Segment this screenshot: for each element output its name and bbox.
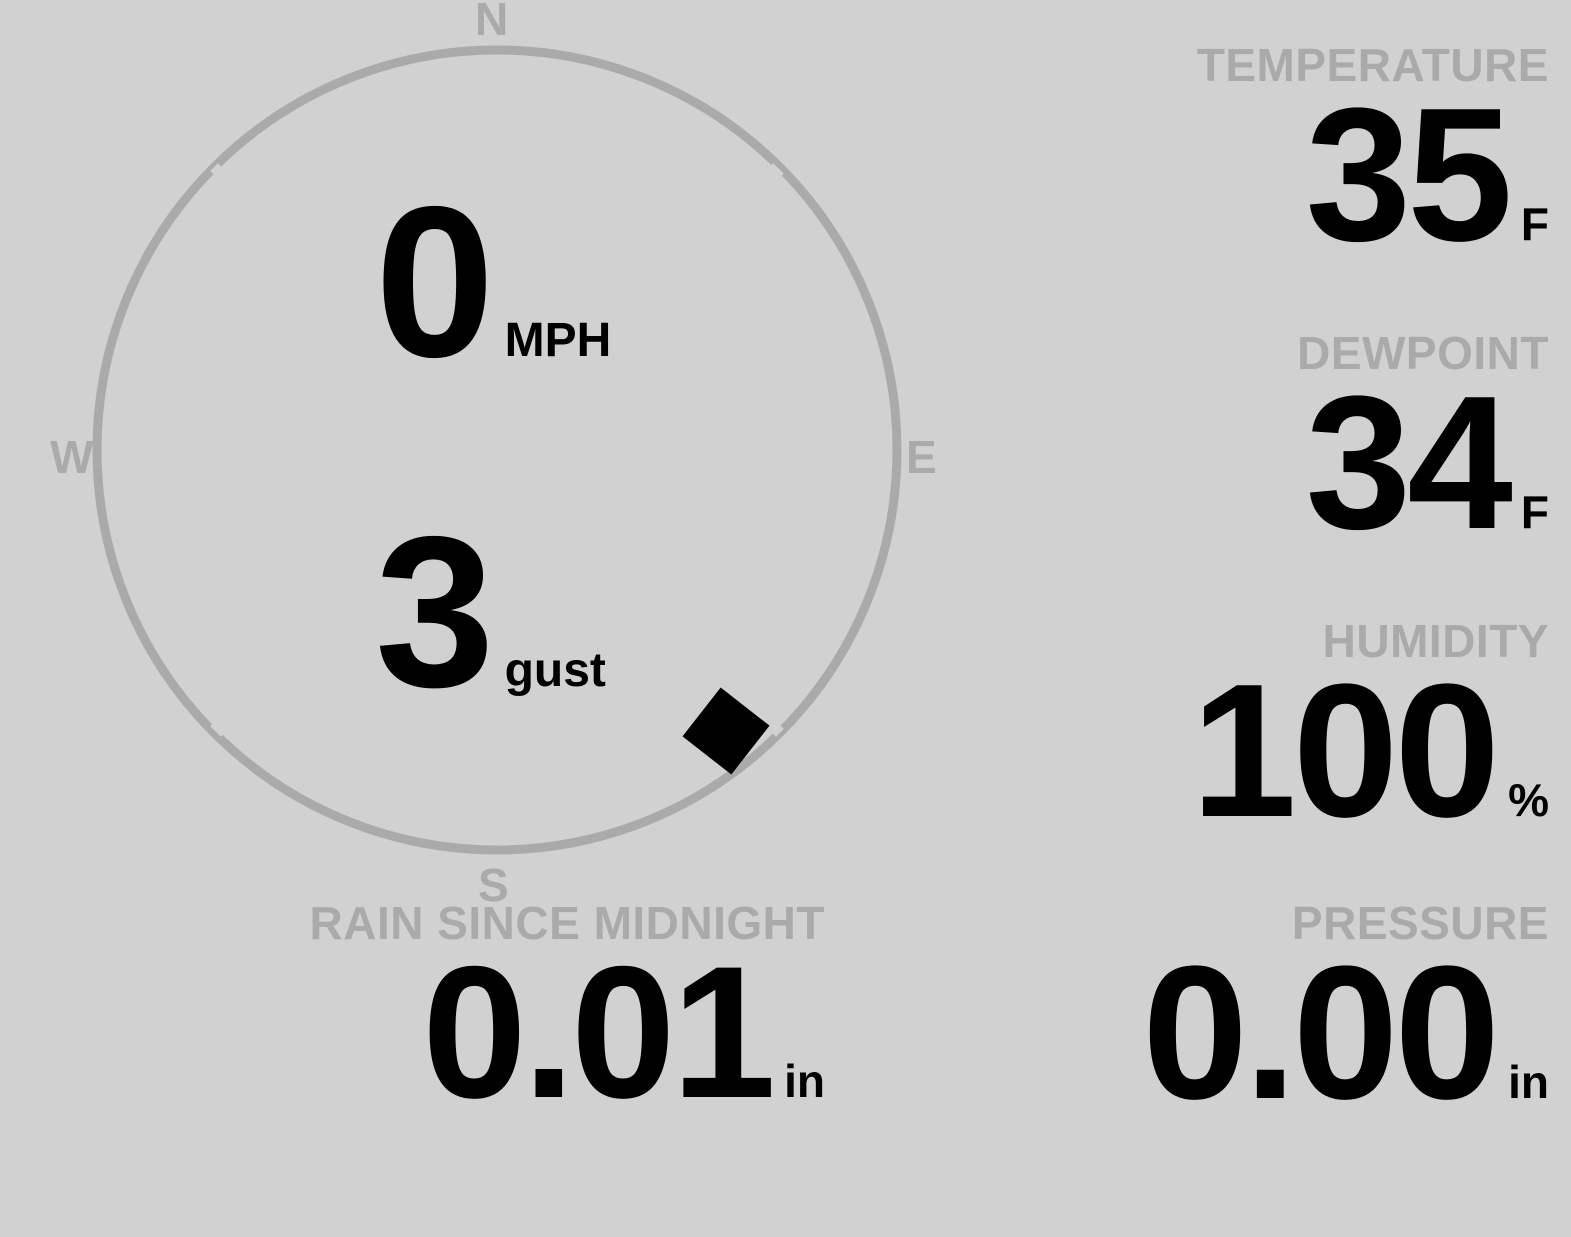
metric-pressure-label: PRESSURE (1291, 897, 1549, 949)
metric-temperature-unit: F (1520, 198, 1549, 250)
compass-ring-graphic (92, 45, 902, 855)
metric-dewpoint-label: DEWPOINT (1297, 327, 1549, 379)
metric-humidity-value: 100 (1191, 645, 1500, 857)
wind-speed-readout: 0 MPH (375, 161, 612, 402)
compass-tick-ne (765, 163, 784, 182)
metric-dewpoint-unit: F (1520, 486, 1549, 538)
metric-rain-value-row: 0.01 in (215, 927, 825, 1137)
metric-temperature-label: TEMPERATURE (1196, 39, 1549, 91)
metric-pressure-unit: in (1508, 1056, 1549, 1108)
metric-dewpoint-value: 34 (1305, 357, 1513, 569)
wind-gust-unit: gust (504, 644, 606, 697)
metric-pressure-value: 0.00 (1142, 927, 1500, 1139)
wind-compass: N E S W 0 MPH 3 gust (0, 0, 996, 908)
metric-pressure: PRESSURE 0.00 in (989, 897, 1549, 1139)
metric-humidity-label: HUMIDITY (1322, 615, 1549, 667)
metric-rain-label: RAIN SINCE MIDNIGHT (309, 897, 825, 949)
compass-label-west: W (50, 431, 94, 483)
metric-rain-since-midnight: RAIN SINCE MIDNIGHT 0.01 in (215, 897, 826, 1137)
metric-temperature-value-row: 35 F (989, 69, 1549, 281)
metric-rain-value: 0.01 (422, 927, 776, 1137)
metric-dewpoint: DEWPOINT 34 F (989, 327, 1549, 569)
compass-label-east: E (906, 431, 937, 483)
compass-tick-nw (210, 163, 229, 182)
wind-gust-readout: 3 gust (375, 491, 606, 732)
compass-label-south: S (478, 859, 509, 911)
wind-speed-unit: MPH (504, 314, 612, 367)
metric-dewpoint-value-row: 34 F (989, 357, 1549, 569)
compass-label-north: N (475, 0, 509, 45)
wind-speed-value: 0 (375, 161, 495, 402)
compass-ring (92, 45, 902, 855)
compass-tick-marks (210, 163, 784, 737)
metric-temperature-value: 35 (1305, 69, 1513, 281)
metric-humidity: HUMIDITY 100 % (989, 615, 1549, 857)
wind-gust-value: 3 (375, 491, 495, 732)
compass-tick-se (765, 718, 784, 737)
metric-humidity-unit: % (1508, 774, 1549, 826)
metric-humidity-value-row: 100 % (989, 645, 1549, 857)
metric-rain-unit: in (784, 1055, 825, 1107)
metric-temperature: TEMPERATURE 35 F (989, 39, 1549, 281)
metric-pressure-value-row: 0.00 in (989, 927, 1549, 1139)
wind-direction-marker (682, 687, 770, 775)
compass-tick-sw (210, 718, 229, 737)
